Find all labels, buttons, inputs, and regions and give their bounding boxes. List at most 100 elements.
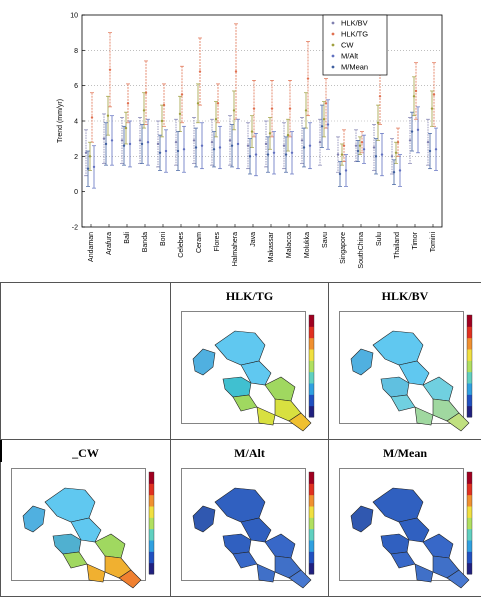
data-point — [345, 169, 347, 171]
data-point — [253, 107, 255, 109]
colorbar-segment — [149, 483, 154, 495]
panel-m-alt: M/Alt — [171, 440, 329, 597]
data-point — [363, 148, 365, 150]
data-point — [201, 145, 203, 147]
x-tick-label: Java — [250, 232, 257, 247]
colorbar-segment — [309, 383, 314, 395]
data-point — [181, 93, 183, 95]
map-m-mean-svg — [339, 468, 479, 590]
data-point — [381, 153, 383, 155]
y-tick-label: 8 — [74, 48, 78, 55]
data-point — [341, 153, 343, 155]
data-point — [391, 155, 393, 157]
data-point — [157, 143, 159, 145]
data-point — [429, 150, 431, 152]
data-point — [417, 129, 419, 131]
data-point — [289, 107, 291, 109]
data-point — [103, 137, 105, 139]
data-point — [273, 152, 275, 154]
legend-label: M/Alt — [341, 52, 359, 61]
data-point — [85, 152, 87, 154]
data-point — [219, 146, 221, 148]
colorbar-segment — [149, 540, 154, 552]
panel-m-mean-title: M/Mean — [329, 440, 481, 466]
data-point — [231, 145, 233, 147]
data-point — [309, 145, 311, 147]
colorbar-segment — [309, 529, 314, 541]
legend-marker — [332, 55, 335, 58]
map-m-mean — [329, 466, 481, 593]
data-point — [431, 107, 433, 109]
colorbar-segment — [309, 360, 314, 372]
data-point — [409, 139, 411, 141]
colorbar-segment — [467, 495, 472, 507]
data-point — [361, 141, 363, 143]
panel-hlk-bv: HLK/BV — [329, 283, 481, 440]
data-point — [285, 153, 287, 155]
data-point — [195, 146, 197, 148]
data-point — [211, 141, 213, 143]
x-tick-label: Savu — [322, 232, 329, 248]
panel-blank — [1, 283, 171, 440]
colorbar-segment — [149, 472, 154, 484]
colorbar-segment — [309, 551, 314, 563]
data-point — [325, 102, 327, 104]
data-point — [197, 102, 199, 104]
data-point — [303, 146, 305, 148]
data-point — [249, 155, 251, 157]
data-point — [291, 152, 293, 154]
colorbar-segment — [309, 326, 314, 338]
data-point — [373, 146, 375, 148]
legend-label: HLK/TG — [341, 30, 368, 39]
data-point — [287, 134, 289, 136]
data-point — [217, 102, 219, 104]
y-tick-label: -2 — [72, 225, 78, 232]
data-point — [377, 122, 379, 124]
data-point — [237, 143, 239, 145]
y-tick-label: 2 — [74, 154, 78, 161]
legend-marker — [332, 22, 335, 25]
map-hlk-tg — [171, 309, 328, 436]
colorbar-segment — [467, 540, 472, 552]
data-point — [175, 141, 177, 143]
map-hlk-bv — [329, 309, 481, 436]
data-point — [379, 95, 381, 97]
colorbar-segment — [467, 349, 472, 361]
data-point — [327, 123, 329, 125]
colorbar-segment — [467, 360, 472, 372]
colorbar-segment — [467, 506, 472, 518]
y-tick-label: 4 — [74, 119, 78, 126]
map-m-alt-svg — [181, 468, 321, 590]
colorbar-segment — [309, 506, 314, 518]
data-point — [105, 143, 107, 145]
data-point — [301, 139, 303, 141]
data-point — [393, 171, 395, 173]
colorbar-segment — [309, 483, 314, 495]
colorbar-segment — [309, 495, 314, 507]
data-point — [111, 139, 113, 141]
data-point — [399, 169, 401, 171]
data-point — [375, 155, 377, 157]
colorbar-segment — [467, 406, 472, 418]
colorbar-segment — [467, 472, 472, 484]
map-cw — [1, 466, 170, 593]
data-point — [255, 153, 257, 155]
data-point — [215, 118, 217, 120]
data-point — [321, 125, 323, 127]
colorbar-segment — [309, 517, 314, 529]
legend-label: HLK/BV — [341, 19, 368, 28]
data-point — [139, 139, 141, 141]
x-tick-label: Malacca — [286, 232, 293, 258]
data-point — [143, 109, 145, 111]
colorbar-segment — [309, 338, 314, 350]
colorbar-segment — [467, 517, 472, 529]
x-tick-label: Bali — [124, 232, 131, 244]
colorbar-segment — [467, 315, 472, 327]
data-point — [415, 90, 417, 92]
data-point — [87, 168, 89, 170]
data-point — [319, 141, 321, 143]
data-point — [433, 93, 435, 95]
colorbar-segment — [467, 394, 472, 406]
